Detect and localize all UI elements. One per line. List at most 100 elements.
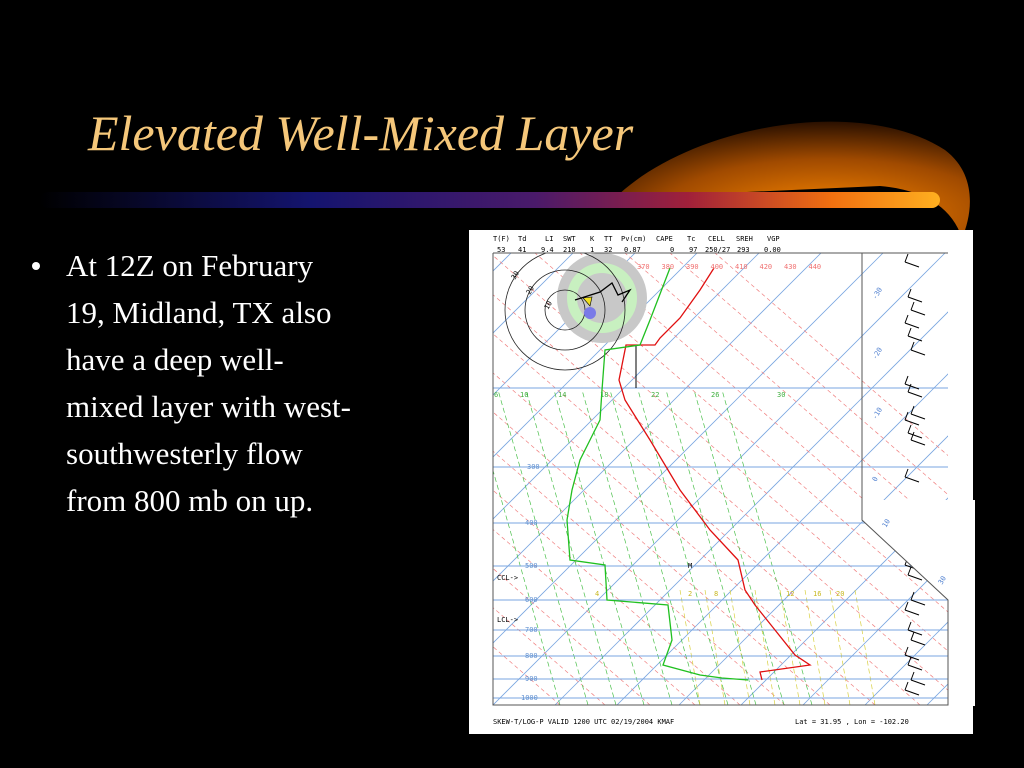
wind-barb bbox=[910, 591, 915, 601]
lower-mixing-label: 12 bbox=[786, 590, 794, 598]
wind-barb bbox=[910, 431, 915, 441]
wind-barb bbox=[907, 574, 923, 581]
mixing-ratio-label: 10 bbox=[520, 391, 528, 399]
theta-label: 410 bbox=[735, 263, 748, 271]
hodograph-label: 30 bbox=[510, 270, 521, 281]
header-label: CELL bbox=[708, 235, 725, 243]
mixing-ratio-line bbox=[497, 389, 589, 705]
header-label: Td bbox=[518, 235, 526, 243]
isotherm bbox=[989, 253, 1024, 705]
header-label: LI bbox=[545, 235, 553, 243]
plot-mask bbox=[862, 500, 975, 706]
header-label: K bbox=[590, 235, 595, 243]
temperature-profile bbox=[618, 267, 812, 681]
title-bar bbox=[40, 192, 940, 208]
mixing-ratio-line bbox=[637, 389, 729, 705]
pressure-label: 1000 bbox=[521, 694, 538, 702]
header-value: 1 bbox=[590, 246, 594, 254]
mixing-ratio-line bbox=[804, 589, 826, 705]
mixing-ratio-label: 6 bbox=[494, 391, 498, 399]
wind-barb bbox=[910, 341, 915, 351]
mixing-ratio-label: 30 bbox=[777, 391, 785, 399]
bullet-line: southwesterly flow bbox=[66, 436, 303, 471]
footer-right: Lat = 31.95 , Lon = -102.20 bbox=[795, 718, 909, 726]
dewpoint-profile bbox=[566, 267, 749, 681]
theta-label: 420 bbox=[760, 263, 773, 271]
wind-barb bbox=[904, 689, 920, 696]
wind-barb bbox=[907, 664, 923, 671]
theta-label: 380 bbox=[662, 263, 675, 271]
mixing-ratio-line bbox=[581, 389, 673, 705]
bullet-line: have a deep well- bbox=[66, 342, 284, 377]
wind-barb bbox=[907, 656, 912, 666]
lower-mixing-label: 20 bbox=[836, 590, 844, 598]
bullet-line: from 800 mb on up. bbox=[66, 483, 313, 518]
wind-barb bbox=[904, 601, 909, 611]
wind-barb bbox=[904, 468, 909, 478]
hodo-circle bbox=[524, 269, 606, 351]
dry-adiabat bbox=[624, 253, 948, 705]
theta-label: 430 bbox=[784, 263, 797, 271]
wind-barb bbox=[904, 261, 920, 268]
swoosh bbox=[615, 121, 970, 238]
wind-barb bbox=[907, 383, 912, 393]
temperature-label: 30 bbox=[937, 575, 948, 586]
wind-barb bbox=[910, 405, 915, 415]
wind-barb bbox=[907, 391, 923, 398]
mixing-ratio-line bbox=[609, 389, 701, 705]
wind-barb bbox=[907, 432, 923, 439]
wind-barb bbox=[904, 411, 909, 421]
wind-barb bbox=[907, 566, 912, 576]
theta-label: 400 bbox=[711, 263, 724, 271]
mixing-ratio-label: 22 bbox=[651, 391, 659, 399]
mixing-ratio-line bbox=[704, 589, 726, 705]
mixing-ratio-label: 18 bbox=[600, 391, 608, 399]
header-value: 210 bbox=[563, 246, 576, 254]
wind-barb bbox=[910, 679, 926, 686]
header-value: 293 bbox=[737, 246, 750, 254]
header-label: T(F) bbox=[493, 235, 510, 243]
mixing-ratio-line bbox=[721, 389, 813, 705]
wind-barb bbox=[907, 424, 912, 434]
temperature-label: 10 bbox=[881, 518, 892, 529]
header-label: SREH bbox=[736, 235, 753, 243]
storm-motion bbox=[584, 307, 596, 319]
hodograph-label: 20 bbox=[525, 285, 536, 296]
mixing-ratio-line bbox=[729, 589, 751, 705]
bullet-text: At 12Z on February 19, Midland, TX also ha… bbox=[66, 248, 351, 518]
slide-title: Elevated Well-Mixed Layer bbox=[87, 105, 634, 161]
header-value: 0.00 bbox=[764, 246, 781, 254]
wind-barb bbox=[907, 288, 912, 298]
header-label: Tc bbox=[687, 235, 695, 243]
bullet-line: mixed layer with west- bbox=[66, 389, 351, 424]
wind-barb bbox=[904, 314, 909, 324]
mixing-ratio-label: 26 bbox=[711, 391, 719, 399]
pressure-label: 400 bbox=[525, 519, 538, 527]
wind-barb bbox=[910, 599, 926, 606]
dry-adiabat bbox=[579, 253, 948, 705]
lower-mixing-label: 8 bbox=[714, 590, 718, 598]
header-label: SWT bbox=[563, 235, 576, 243]
wind-barb bbox=[904, 646, 909, 656]
header-label: CAPE bbox=[656, 235, 673, 243]
plot-border bbox=[492, 253, 949, 706]
wind-barb bbox=[904, 253, 909, 263]
wind-barb bbox=[910, 671, 915, 681]
wind-barb bbox=[904, 609, 920, 616]
isotherm bbox=[493, 253, 574, 705]
header-value: 0.87 bbox=[624, 246, 641, 254]
isotherm bbox=[493, 253, 760, 705]
mixing-ratio-line bbox=[553, 389, 645, 705]
bullet bbox=[32, 262, 40, 270]
lower-mixing-label: 4 bbox=[595, 590, 599, 598]
hodo-marker bbox=[582, 296, 593, 307]
header-value: 97 bbox=[689, 246, 697, 254]
header-value: 41 bbox=[518, 246, 526, 254]
lower-mixing-label: 2 bbox=[688, 590, 692, 598]
mixing-ratio-line bbox=[665, 389, 757, 705]
mixing-ratio-line bbox=[693, 389, 785, 705]
isotherm bbox=[493, 253, 636, 705]
wind-barb bbox=[910, 309, 926, 316]
header-value: 53 bbox=[497, 246, 505, 254]
